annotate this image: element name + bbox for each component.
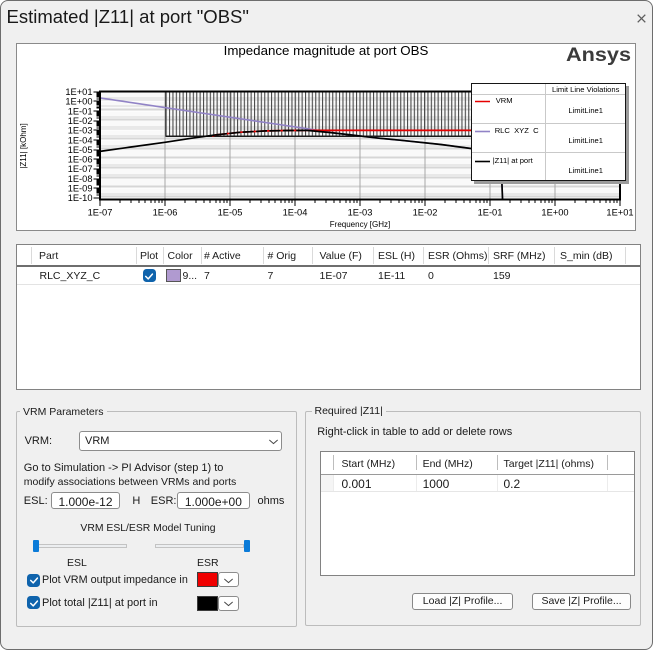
svg-text:1E+00: 1E+00 xyxy=(541,208,568,218)
svg-text:1E-03: 1E-03 xyxy=(68,126,93,136)
svg-text:1E+01: 1E+01 xyxy=(65,87,92,97)
svg-text:1E+00: 1E+00 xyxy=(65,97,92,107)
svg-text:1E-01: 1E-01 xyxy=(68,106,93,116)
svg-text:1E-04: 1E-04 xyxy=(283,208,308,218)
svg-text:1E-07: 1E-07 xyxy=(88,208,113,218)
svg-text:1E-07: 1E-07 xyxy=(68,164,93,174)
svg-text:1E-06: 1E-06 xyxy=(153,208,178,218)
svg-text:1E-08: 1E-08 xyxy=(68,174,93,184)
svg-text:1E-05: 1E-05 xyxy=(68,145,93,155)
svg-text:1E-10: 1E-10 xyxy=(68,193,93,203)
svg-text:1E-01: 1E-01 xyxy=(478,208,503,218)
svg-text:1E-09: 1E-09 xyxy=(68,184,93,194)
svg-text:Frequency [GHz]: Frequency [GHz] xyxy=(330,220,390,229)
svg-text:1E-05: 1E-05 xyxy=(218,208,243,218)
svg-text:1E-06: 1E-06 xyxy=(68,155,93,165)
svg-text:1E+01: 1E+01 xyxy=(606,208,633,218)
svg-text:1E-02: 1E-02 xyxy=(68,116,93,126)
svg-text:|Z11| [kOhm]: |Z11| [kOhm] xyxy=(19,123,28,168)
svg-text:1E-04: 1E-04 xyxy=(68,135,93,145)
svg-text:1E-03: 1E-03 xyxy=(348,208,373,218)
svg-text:1E-02: 1E-02 xyxy=(413,208,438,218)
